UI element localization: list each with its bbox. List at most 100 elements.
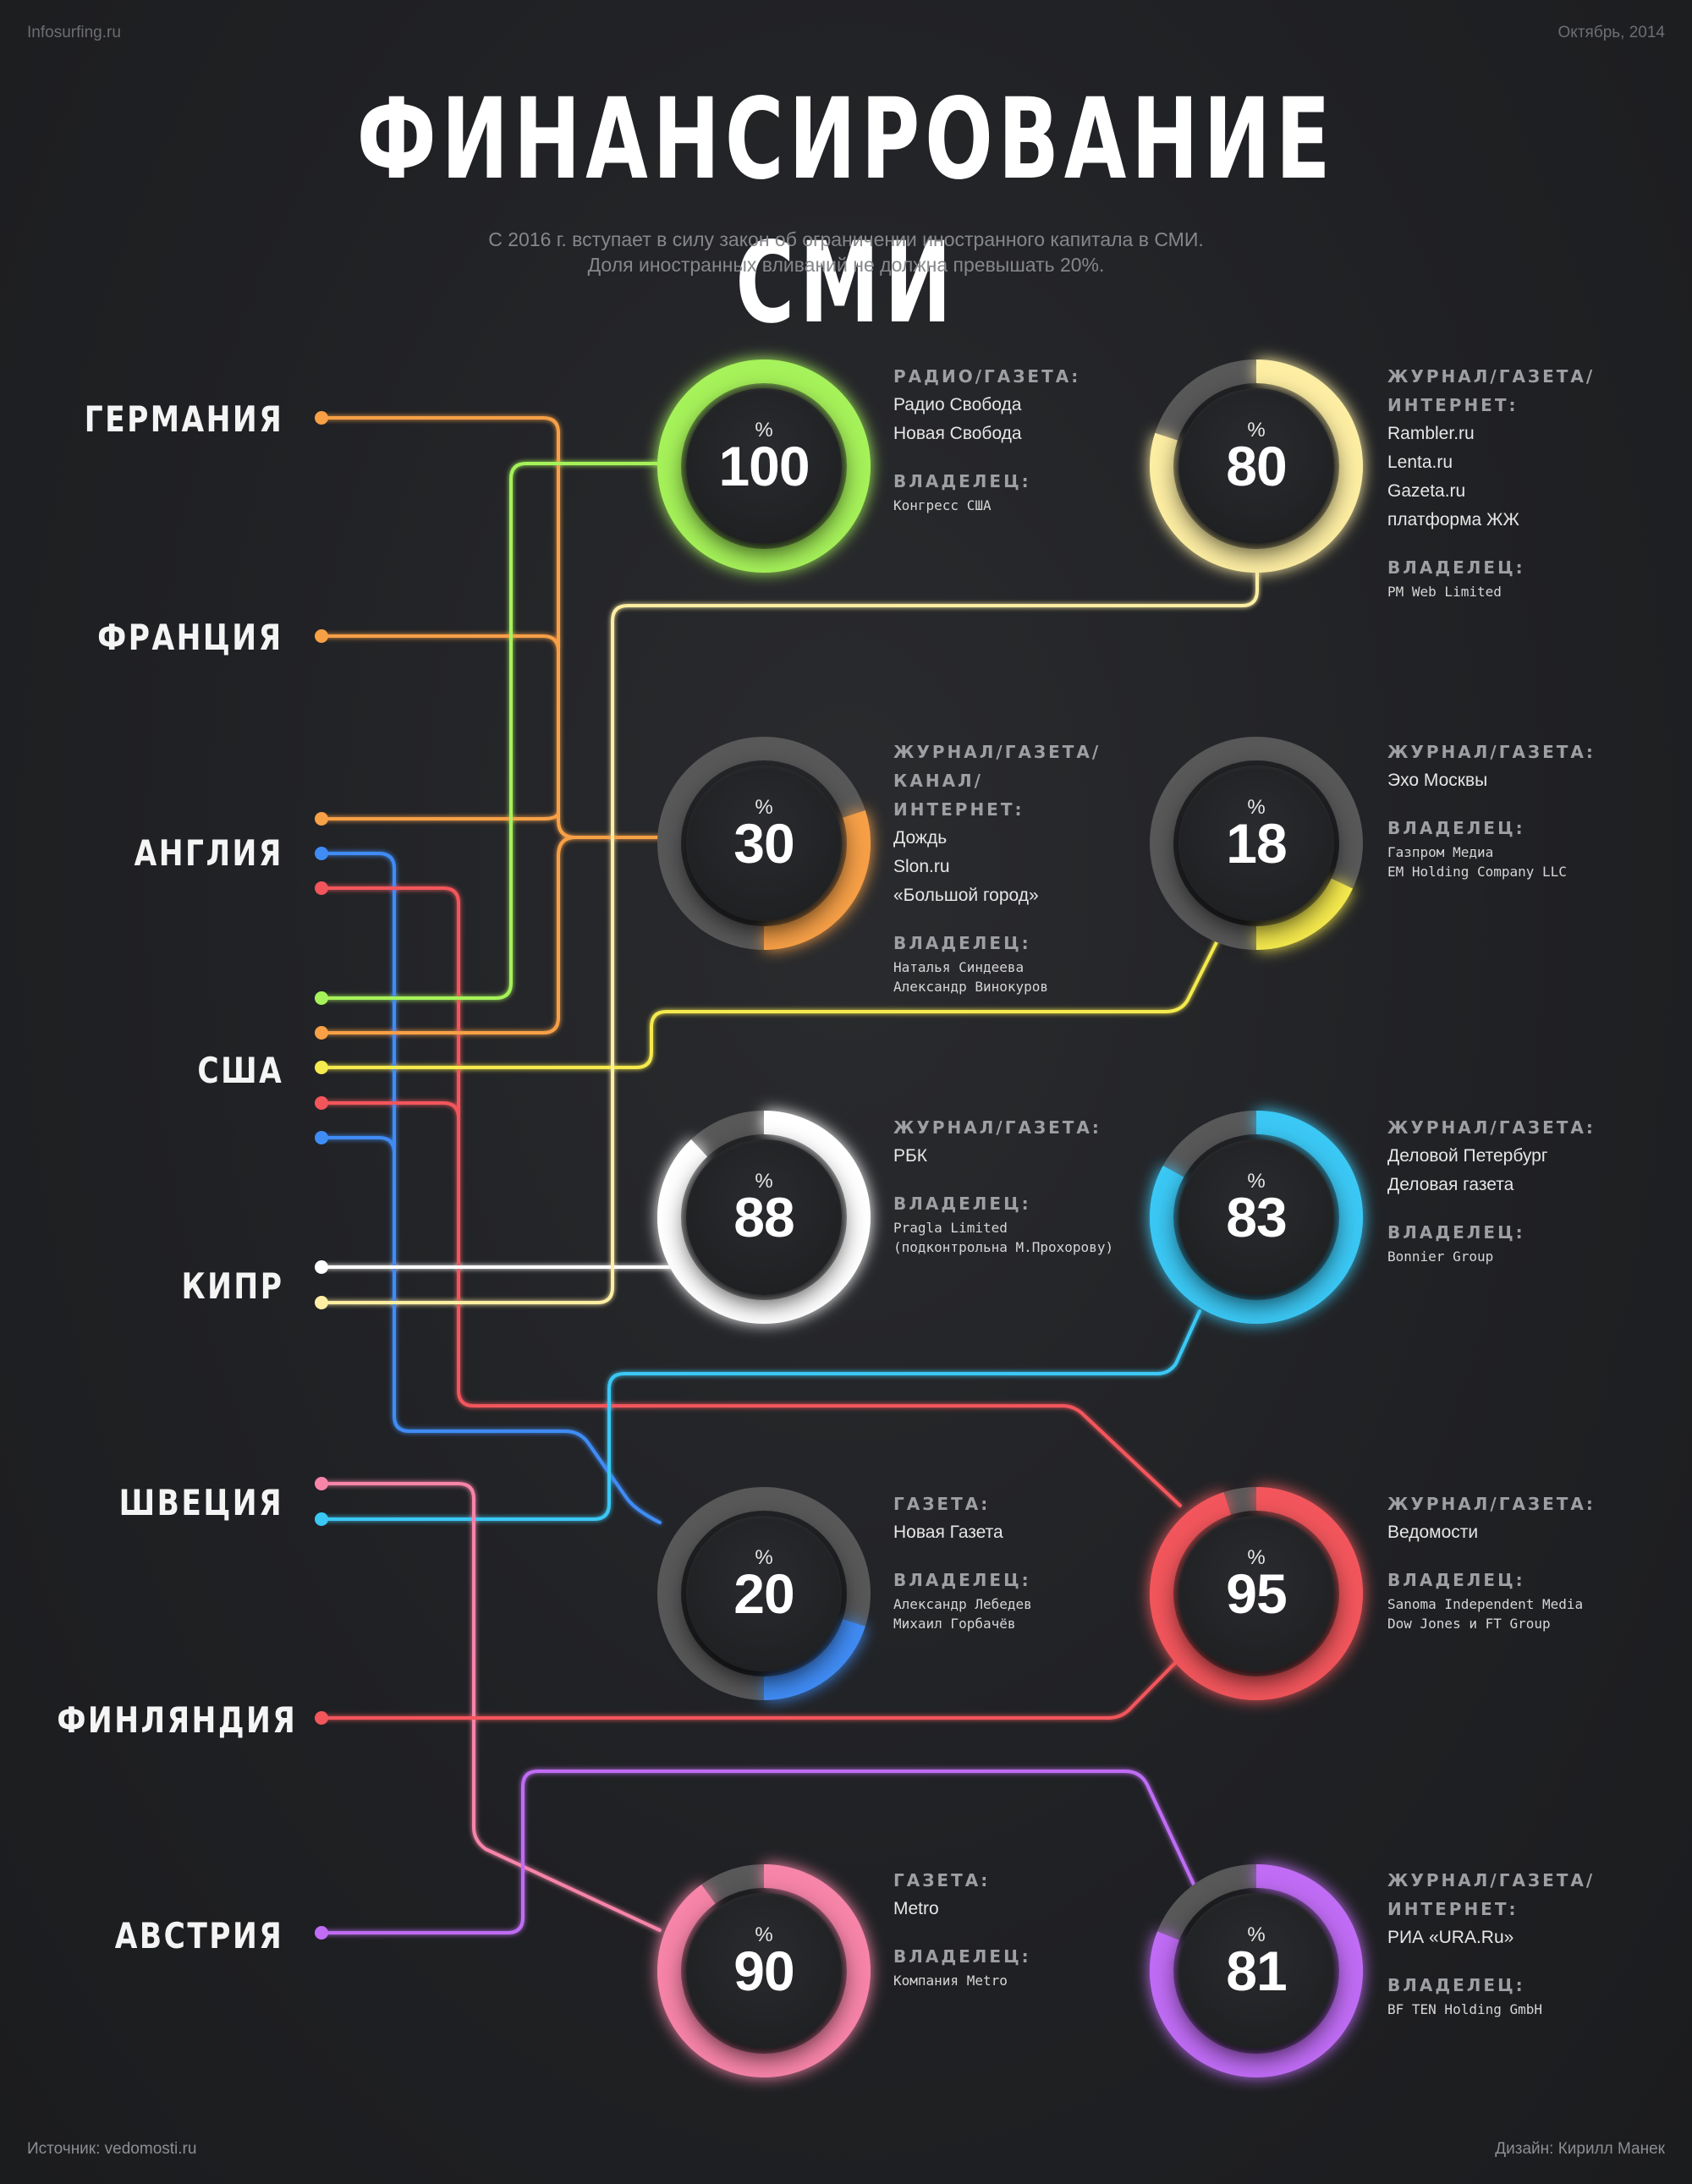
country-cyprus: КИПР (181, 1265, 283, 1307)
media-category: ЖУРНАЛ/ГАЗЕТА/ КАНАЛ/ИНТЕРНЕТ: (893, 742, 1101, 820)
ring-core (686, 1893, 842, 2049)
media-outlet: Gazeta.ru (1387, 481, 1466, 501)
ring-81: % 81 (1150, 1864, 1363, 2077)
ring-value-arc (1150, 737, 1363, 950)
owner-name: Компания Metro (893, 1973, 1008, 1989)
owner-label: ВЛАДЕЛЕЦ: (893, 1946, 1031, 1967)
spacer (1387, 1952, 1603, 1971)
line-england-30 (320, 810, 560, 820)
owner-name: Михаил Горбачёв (893, 1616, 1016, 1632)
dot-sweden-pink (315, 1477, 328, 1490)
owner-label: ВЛАДЕЛЕЦ: (893, 933, 1031, 953)
ring-value: 18 (1226, 812, 1287, 875)
dot-usa-yellow (315, 1061, 328, 1074)
country-france: ФРАНЦИЯ (97, 617, 283, 658)
ring-percent-sign: % (755, 419, 773, 442)
ring-core (1178, 388, 1334, 544)
dot-germany-orange (315, 411, 328, 425)
ring-percent-sign: % (755, 1170, 773, 1193)
info-block-30: ЖУРНАЛ/ГАЗЕТА/ КАНАЛ/ИНТЕРНЕТ: Дождь Slon.… (893, 738, 1109, 996)
info-block-90: ГАЗЕТА: Metro ВЛАДЕЛЕЦ: Компания Metro (893, 1866, 1109, 1990)
owner-label: ВЛАДЕЛЕЦ: (893, 471, 1031, 491)
ring-value-arc (657, 737, 871, 950)
ring-90: % 90 (657, 1864, 871, 2077)
ring-percent-sign: % (1247, 1170, 1266, 1193)
dot-usa-green (315, 991, 328, 1005)
media-category: ЖУРНАЛ/ГАЗЕТА: (1387, 1494, 1596, 1514)
country-usa: США (197, 1050, 283, 1091)
ring-value: 83 (1226, 1186, 1287, 1248)
spacer (893, 1923, 1109, 1942)
dot-cyprus-cream (315, 1296, 328, 1309)
ring-core (1178, 1516, 1334, 1671)
ring-graphic (1150, 359, 1363, 573)
dot-usa-blue (315, 1131, 328, 1144)
owner-name: (подконтрольна М.Прохорову) (893, 1239, 1114, 1255)
ring-value-arc (1150, 1864, 1363, 2077)
ring-core (686, 1139, 842, 1295)
info-block-100: РАДИО/ГАЗЕТА: Радио Свобода Новая Свобода В… (893, 362, 1109, 515)
ring-value: 30 (733, 812, 794, 875)
site-name: Infosurfing.ru (27, 24, 121, 41)
ring-80: % 80 (1150, 359, 1363, 573)
line-usa-18 (320, 937, 1220, 1069)
owner-label: ВЛАДЕЛЕЦ: (1387, 557, 1525, 578)
ring-value-arc (657, 1864, 871, 2077)
ring-core (686, 1516, 842, 1671)
ring-core (686, 765, 842, 921)
country-austria: АВСТРИЯ (114, 1915, 283, 1956)
ring-core (1178, 765, 1334, 921)
media-outlet: Деловая газета (1387, 1175, 1514, 1194)
spacer (893, 1171, 1109, 1189)
line-usa-30 (320, 836, 577, 1034)
media-outlet: Эхо Москвы (1387, 771, 1488, 790)
spacer (1387, 1547, 1603, 1566)
dot-usa-orange (315, 1026, 328, 1040)
owner-name: Газпром Медиа (1387, 844, 1494, 860)
media-outlet: Slon.ru (893, 857, 950, 876)
info-block-18: ЖУРНАЛ/ГАЗЕТА: Эхо Москвы ВЛАДЕЛЕЦ: Газпром… (1387, 738, 1603, 881)
owner-label: ВЛАДЕЛЕЦ: (893, 1194, 1031, 1214)
ring-core (1178, 1139, 1334, 1295)
media-category: ЖУРНАЛ/ГАЗЕТА/ ИНТЕРНЕТ: (1387, 1870, 1596, 1919)
owner-name: Pragla Limited (893, 1220, 1008, 1236)
ring-value-arc (1150, 1111, 1363, 1324)
media-outlet: Радио Свобода (893, 395, 1022, 414)
ring-100: % 100 (657, 359, 871, 573)
ring-percent-sign: % (755, 1546, 773, 1569)
dot-france-orange (315, 629, 328, 643)
dot-finland-red (315, 1711, 328, 1725)
ring-83: % 83 (1150, 1111, 1363, 1324)
spacer (1387, 1199, 1603, 1218)
spacer (893, 448, 1109, 467)
page-title: ФИНАНСИРОВАНИЕ СМИ (356, 74, 1336, 348)
owner-name: PM Web Limited (1387, 584, 1502, 600)
owner-name: Наталья Синдеева (893, 959, 1025, 975)
ring-20: % 20 (657, 1487, 871, 1700)
country-germany: ГЕРМАНИЯ (84, 398, 283, 440)
line-france-30 (320, 634, 560, 822)
owner-name: BF TEN Holding GmbH (1387, 2001, 1543, 2017)
media-outlet: РИА «URA.Ru» (1387, 1928, 1514, 1947)
ring-percent-sign: % (1247, 796, 1266, 819)
country-finland: ФИНЛЯНДИЯ (57, 1699, 298, 1741)
ring-percent-sign: % (1247, 1923, 1266, 1946)
media-outlet: РБК (893, 1146, 928, 1166)
ring-value: 88 (733, 1186, 794, 1248)
ring-95: % 95 (1150, 1487, 1363, 1700)
ring-graphic (657, 1864, 871, 2077)
media-outlet: платформа ЖЖ (1387, 510, 1519, 530)
media-category: ГАЗЕТА: (893, 1494, 991, 1514)
ring-18: % 18 (1150, 737, 1363, 950)
spacer (893, 1547, 1109, 1566)
ring-core (1178, 1893, 1334, 2049)
ring-graphic (1150, 1111, 1363, 1324)
ring-core (686, 388, 842, 544)
owner-label: ВЛАДЕЛЕЦ: (1387, 1222, 1525, 1243)
media-category: ЖУРНАЛ/ГАЗЕТА/ ИНТЕРНЕТ: (1387, 366, 1596, 415)
media-outlet: Дождь (893, 828, 948, 848)
dot-austria-purple (315, 1926, 328, 1940)
owner-label: ВЛАДЕЛЕЦ: (1387, 1570, 1525, 1590)
media-outlet: Lenta.ru (1387, 453, 1453, 472)
